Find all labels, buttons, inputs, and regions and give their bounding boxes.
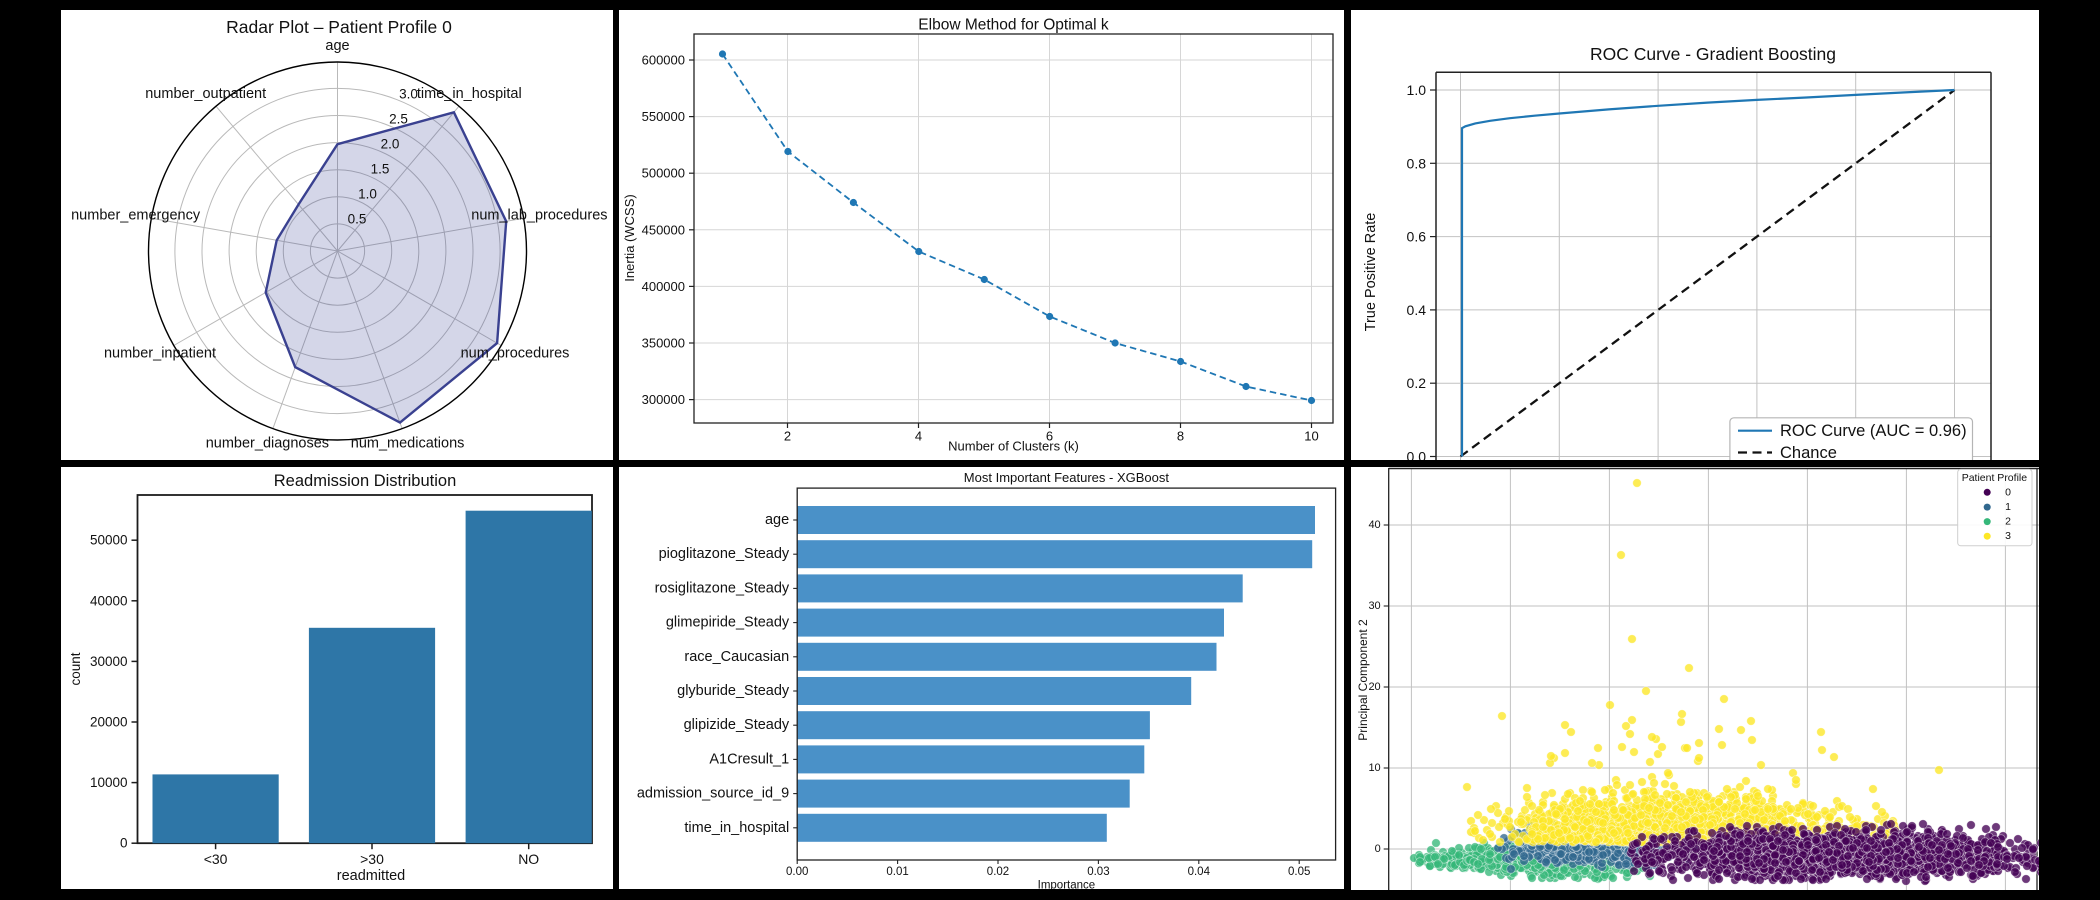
svg-text:Most Important Features - XGBo: Most Important Features - XGBoost [964, 470, 1170, 485]
svg-text:8: 8 [1177, 429, 1184, 444]
svg-text:1.0: 1.0 [358, 187, 377, 202]
svg-text:number_diagnoses: number_diagnoses [206, 436, 329, 452]
svg-text:Radar Plot – Patient Profile 0: Radar Plot – Patient Profile 0 [226, 17, 452, 37]
svg-text:600000: 600000 [642, 53, 685, 68]
svg-text:number_emergency: number_emergency [71, 207, 201, 223]
svg-text:True Positive Rate: True Positive Rate [1363, 213, 1379, 332]
svg-text:0.00: 0.00 [786, 866, 808, 878]
svg-text:3.0: 3.0 [399, 87, 418, 102]
svg-text:300000: 300000 [642, 392, 685, 407]
svg-text:6: 6 [1046, 429, 1053, 444]
svg-text:2.0: 2.0 [381, 137, 400, 152]
svg-text:time_in_hospital: time_in_hospital [417, 86, 522, 102]
svg-text:Elbow Method for Optimal k: Elbow Method for Optimal k [918, 17, 1109, 34]
svg-text:glimepiride_Steady: glimepiride_Steady [666, 615, 790, 631]
svg-text:age: age [325, 38, 349, 54]
svg-text:Readmission Distribution: Readmission Distribution [274, 472, 457, 490]
svg-text:Importance: Importance [1038, 880, 1096, 890]
svg-text:0.03: 0.03 [1087, 866, 1109, 878]
svg-text:glipizide_Steady: glipizide_Steady [684, 717, 790, 733]
svg-text:ROC Curve - Gradient Boosting: ROC Curve - Gradient Boosting [1590, 44, 1836, 64]
svg-text:number_outpatient: number_outpatient [145, 86, 266, 102]
svg-text:admission_source_id_9: admission_source_id_9 [637, 786, 789, 802]
svg-text:0: 0 [120, 836, 128, 851]
svg-text:0.0: 0.0 [1407, 449, 1427, 461]
svg-text:num_lab_procedures: num_lab_procedures [471, 207, 607, 223]
svg-text:num_medications: num_medications [351, 436, 465, 452]
svg-text:0.5: 0.5 [348, 212, 367, 227]
svg-text:count: count [68, 652, 83, 685]
svg-text:550000: 550000 [642, 109, 685, 124]
svg-text:2: 2 [784, 429, 791, 444]
svg-text:0.4: 0.4 [1407, 302, 1427, 318]
svg-text:pioglitazone_Steady: pioglitazone_Steady [659, 546, 790, 562]
svg-text:30: 30 [1368, 600, 1380, 612]
svg-text:readmitted: readmitted [337, 868, 406, 884]
svg-text:40000: 40000 [90, 593, 128, 608]
svg-text:10: 10 [1368, 762, 1380, 774]
svg-text:0.05: 0.05 [1288, 866, 1310, 878]
svg-text:450000: 450000 [642, 222, 685, 237]
svg-text:30000: 30000 [90, 654, 128, 669]
svg-text:Number of Clusters (k): Number of Clusters (k) [948, 439, 1079, 454]
svg-text:Chance: Chance [1780, 444, 1837, 460]
svg-text:0.8: 0.8 [1407, 155, 1427, 171]
svg-text:num_procedures: num_procedures [461, 346, 570, 362]
svg-text:0.02: 0.02 [987, 866, 1009, 878]
svg-text:A1Cresult_1: A1Cresult_1 [709, 751, 789, 767]
svg-text:10000: 10000 [90, 775, 128, 790]
svg-text:400000: 400000 [642, 279, 685, 294]
svg-text:>30: >30 [360, 851, 384, 867]
svg-text:0: 0 [1375, 843, 1381, 855]
svg-text:500000: 500000 [642, 166, 685, 181]
svg-text:age: age [765, 512, 789, 528]
svg-text:glyburide_Steady: glyburide_Steady [677, 683, 790, 699]
svg-text:20000: 20000 [90, 715, 128, 730]
svg-text:time_in_hospital: time_in_hospital [684, 820, 789, 836]
svg-text:race_Caucasian: race_Caucasian [684, 649, 789, 665]
svg-text:0.04: 0.04 [1188, 866, 1211, 878]
svg-text:50000: 50000 [90, 533, 128, 548]
svg-text:rosiglitazone_Steady: rosiglitazone_Steady [655, 580, 790, 596]
svg-text:10: 10 [1304, 429, 1318, 444]
svg-text:1.5: 1.5 [371, 162, 390, 177]
svg-text:<30: <30 [204, 851, 228, 867]
svg-text:Principal Component 2: Principal Component 2 [1356, 619, 1370, 741]
svg-text:20: 20 [1368, 681, 1380, 693]
svg-text:4: 4 [915, 429, 922, 444]
svg-text:0.01: 0.01 [886, 866, 908, 878]
svg-text:350000: 350000 [642, 336, 685, 351]
svg-text:2.5: 2.5 [389, 112, 408, 127]
svg-text:NO: NO [518, 851, 539, 867]
svg-text:0.6: 0.6 [1407, 229, 1427, 245]
svg-text:Inertia (WCSS): Inertia (WCSS) [622, 194, 637, 281]
svg-text:40: 40 [1368, 519, 1380, 531]
svg-text:ROC Curve (AUC = 0.96): ROC Curve (AUC = 0.96) [1780, 422, 1967, 440]
svg-text:number_inpatient: number_inpatient [104, 346, 216, 362]
svg-text:1.0: 1.0 [1407, 82, 1427, 98]
svg-text:0.2: 0.2 [1407, 375, 1427, 391]
